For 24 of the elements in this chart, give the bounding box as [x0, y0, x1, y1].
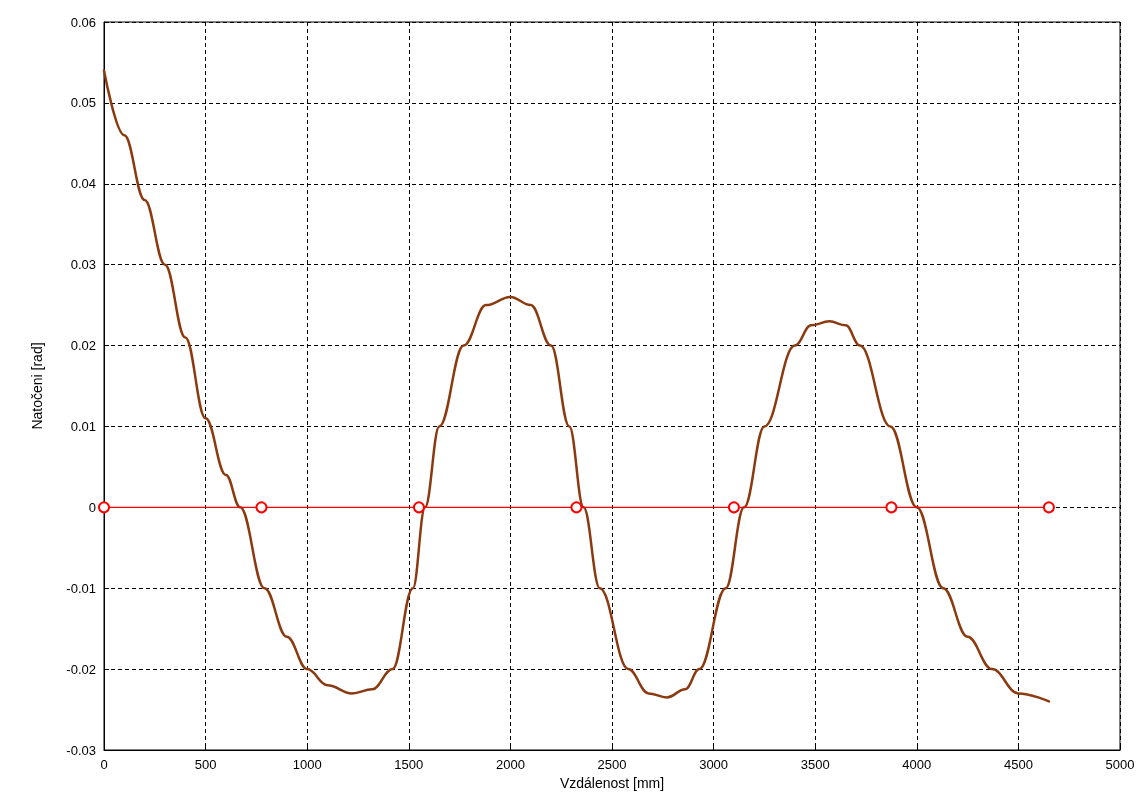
y-axis-title: Natočeni [rad]	[29, 342, 45, 430]
x-tick-label: 1000	[292, 757, 322, 772]
x-axis-title: Vzdálenost [mm]	[559, 774, 665, 791]
x-tick-label: 4000	[902, 757, 932, 772]
x-tick-label: 2000	[495, 757, 525, 772]
y-tick-label: 0.02	[70, 338, 96, 354]
line-series	[102, 69, 1051, 703]
y-tick-label: -0.01	[66, 580, 96, 596]
y-tick-label: 0.06	[70, 14, 96, 30]
x-tick-label: 3000	[699, 757, 729, 772]
x-tick-label: 1500	[394, 757, 424, 772]
y-tick-label: 0.01	[70, 418, 96, 434]
y-tick-label: -0.03	[66, 742, 96, 758]
x-tick-label: 3500	[800, 757, 830, 772]
x-tick-label: 4500	[1003, 757, 1033, 772]
x-tick-label: 500	[194, 757, 217, 772]
x-tick-label: 5000	[1105, 757, 1135, 772]
y-tick-label: 0.04	[70, 176, 96, 192]
y-tick-label: 0.03	[70, 257, 96, 273]
y-tick-label: 0	[88, 499, 96, 515]
y-tick-label: -0.02	[66, 661, 96, 677]
y-tick-label: 0.05	[70, 95, 96, 111]
x-tick-label: 0	[100, 757, 108, 772]
x-tick-label: 2500	[597, 757, 627, 772]
